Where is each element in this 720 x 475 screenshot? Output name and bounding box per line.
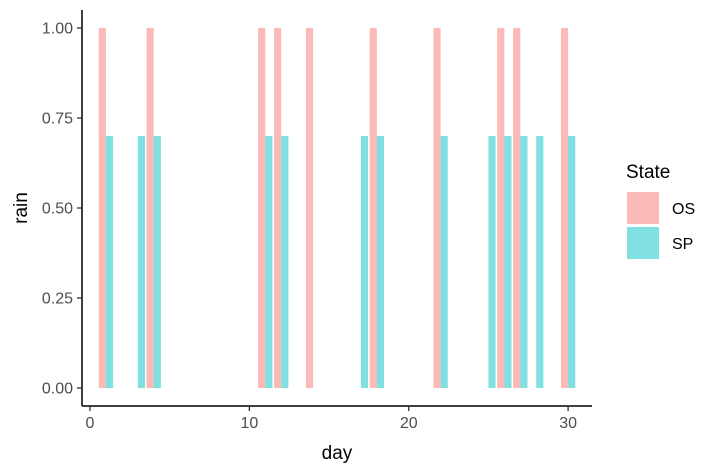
bar-sp-day-25	[488, 136, 496, 388]
x-tick-label: 20	[400, 415, 418, 432]
x-tick-label: 30	[559, 415, 577, 432]
bar-sp-day-27	[520, 136, 528, 388]
bar-os-day-11	[258, 28, 266, 388]
y-tick-label: 0.75	[42, 111, 73, 128]
x-axis-ticks: 0 10 20 30	[86, 406, 577, 432]
x-tick-label: 0	[86, 415, 95, 432]
bar-os-day-27	[513, 28, 521, 388]
bar-sp-day-22	[440, 136, 448, 388]
bar-os-day-26	[497, 28, 505, 388]
y-tick-label: 1.00	[42, 21, 73, 38]
y-tick-label: 0.50	[42, 201, 73, 218]
bar-sp-day-12	[281, 136, 289, 388]
legend-label-sp: SP	[672, 236, 693, 253]
bar-os-day-4	[146, 28, 154, 388]
legend-key-os	[627, 192, 659, 224]
y-tick-label: 0.00	[42, 381, 73, 398]
legend-items: OS SP	[627, 192, 695, 259]
bar-sp-day-17	[360, 136, 369, 388]
bar-os-day-22	[433, 28, 441, 388]
legend: State OS SP	[626, 162, 695, 259]
plot-panel	[98, 28, 576, 388]
bar-sp-day-11	[265, 136, 273, 388]
bar-os-day-14	[305, 28, 314, 388]
x-tick-label: 10	[240, 415, 258, 432]
bar-sp-day-1	[105, 136, 114, 388]
legend-title: State	[626, 162, 670, 183]
bar-os-day-18	[369, 28, 377, 388]
bar-os-day-12	[274, 28, 282, 388]
bar-sp-day-18	[376, 136, 385, 388]
bar-sp-day-4	[153, 136, 161, 388]
bar-os-day-1	[98, 28, 106, 388]
bar-sp-day-3	[137, 136, 145, 388]
bar-sp-day-28	[536, 136, 544, 388]
bar-sp-day-26	[504, 136, 512, 388]
y-axis-title: rain	[11, 192, 32, 224]
x-axis-title: day	[322, 443, 353, 464]
bar-sp-day-30	[568, 136, 576, 388]
y-tick-label: 0.25	[42, 291, 73, 308]
bar-os-day-30	[560, 28, 569, 388]
legend-label-os: OS	[672, 201, 695, 218]
legend-key-sp	[627, 227, 659, 259]
y-axis-ticks: 0.00 0.25 0.50 0.75 1.00	[42, 21, 82, 398]
